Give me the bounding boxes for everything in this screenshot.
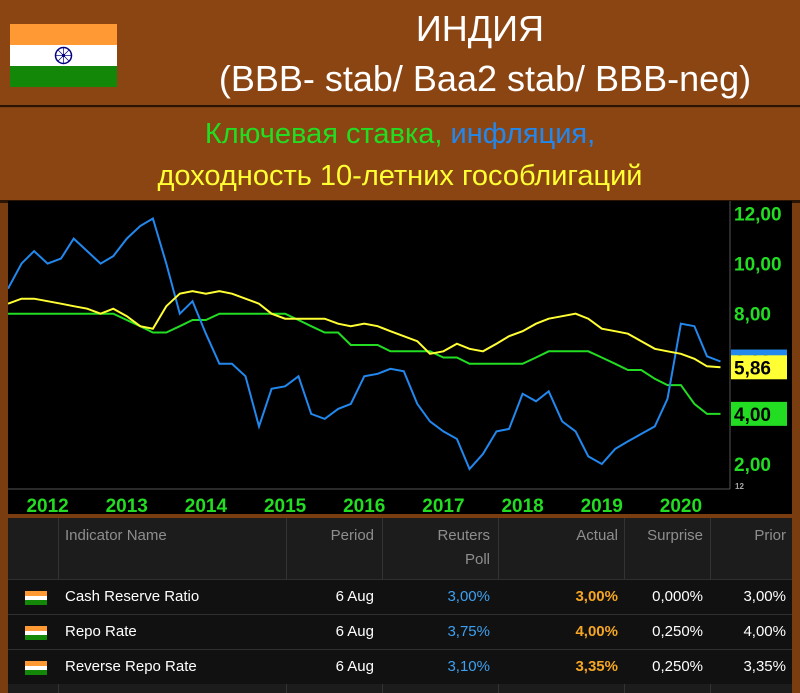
y-tick-label: 10,00 bbox=[734, 255, 782, 276]
subtitle-inflation: инфляция, bbox=[450, 118, 596, 150]
x-tick-label: 2015 bbox=[264, 496, 307, 514]
x-tick-label: 2016 bbox=[343, 496, 385, 514]
series-line-1 bbox=[7, 216, 721, 471]
y-tick-label: 8,00 bbox=[734, 305, 771, 326]
prior: 4,00% bbox=[743, 623, 786, 640]
end-label: 4,00 bbox=[734, 405, 771, 426]
x-tick-label: 2013 bbox=[106, 496, 148, 514]
indicator-name: Cash Reserve Ratio bbox=[65, 588, 200, 605]
prior: 3,35% bbox=[743, 658, 786, 675]
end-label-box bbox=[731, 401, 787, 426]
x-tick-label: 2017 bbox=[422, 496, 464, 514]
chart-subtitle: Ключевая ставка, инфляция, доходность 10… bbox=[0, 108, 800, 203]
india-flag-icon bbox=[25, 626, 47, 640]
prior: 3,00% bbox=[743, 588, 786, 605]
surprise: 0,000% bbox=[652, 588, 703, 605]
table-row[interactable]: Cash Reserve Ratio 6 Aug 3,00% 3,00% 0,0… bbox=[8, 579, 792, 614]
header: ИНДИЯ (BBB- stab/ Baa2 stab/ BBB-neg) bbox=[0, 0, 800, 107]
chart-area: 2,004,008,0010,0012,006,095,864,00201220… bbox=[7, 201, 792, 517]
header-actual: Actual bbox=[576, 527, 618, 544]
subtitle-key-rate: Ключевая ставка, bbox=[204, 118, 443, 150]
series-line-0 bbox=[8, 312, 721, 415]
period: 6 Aug bbox=[335, 623, 374, 640]
actual: 3,00% bbox=[575, 588, 618, 605]
period: 6 Aug bbox=[335, 588, 374, 605]
subtitle-bond-yield: доходность 10-летних гособлигаций bbox=[157, 160, 643, 192]
header-period: Period bbox=[330, 527, 374, 544]
x-tick-label: 2012 bbox=[26, 496, 68, 514]
period: 6 Aug bbox=[335, 658, 374, 675]
india-flag-icon bbox=[10, 24, 117, 87]
surprise: 0,250% bbox=[652, 623, 703, 640]
indicator-name: Reverse Repo Rate bbox=[65, 658, 197, 675]
india-flag-icon bbox=[25, 661, 47, 675]
x-tick-label: 2019 bbox=[581, 496, 623, 514]
table-row[interactable]: Repo Rate 6 Aug 3,75% 4,00% 0,250% 4,00% bbox=[8, 614, 792, 649]
reuters-poll: 3,75% bbox=[447, 623, 490, 640]
y-tick-label: 2,00 bbox=[734, 455, 771, 476]
indicator-name: Repo Rate bbox=[65, 623, 137, 640]
header-indicator-name: Indicator Name bbox=[65, 527, 167, 544]
line-chart: 2,004,008,0010,0012,006,095,864,00201220… bbox=[7, 201, 787, 517]
x-tick-label: 2018 bbox=[501, 496, 543, 514]
reuters-poll: 3,00% bbox=[447, 588, 490, 605]
actual: 3,35% bbox=[575, 658, 618, 675]
india-flag-icon bbox=[25, 591, 47, 605]
ratings: (BBB- stab/ Baa2 stab/ BBB-neg) bbox=[218, 58, 752, 99]
x-tick-label: 2020 bbox=[660, 496, 702, 514]
surprise: 0,250% bbox=[652, 658, 703, 675]
header-surprise: Surprise bbox=[647, 527, 703, 544]
end-label: 5,86 bbox=[734, 358, 771, 379]
corner-note: 12 bbox=[735, 482, 744, 491]
y-tick-label: 12,00 bbox=[734, 205, 782, 226]
table-row[interactable]: Reverse Repo Rate 6 Aug 3,10% 3,35% 0,25… bbox=[8, 649, 792, 684]
actual: 4,00% bbox=[575, 623, 618, 640]
reuters-poll: 3,10% bbox=[447, 658, 490, 675]
header-prior: Prior bbox=[754, 527, 786, 544]
x-tick-label: 2014 bbox=[185, 496, 228, 514]
end-label-box bbox=[731, 355, 787, 380]
series-line-2 bbox=[7, 290, 721, 369]
indicator-table: Indicator Name Period Reuters Poll Actua… bbox=[8, 518, 792, 693]
page-title: ИНДИЯ bbox=[415, 8, 545, 49]
header-reuters-poll: Reuters Poll bbox=[437, 527, 490, 568]
